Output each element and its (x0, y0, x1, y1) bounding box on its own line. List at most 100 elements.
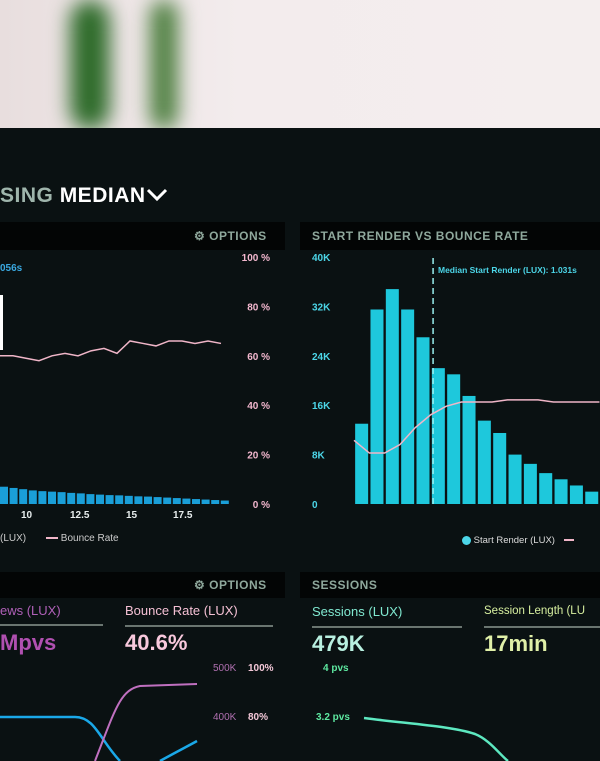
histogram-bar (447, 374, 461, 504)
bar (172, 498, 181, 504)
histogram-bar (462, 395, 476, 504)
sessions-header (300, 572, 600, 598)
histogram-bar (585, 491, 599, 504)
y-tick: 16K (312, 401, 331, 412)
legend-bounce-rate: Bounce Rate (46, 533, 119, 544)
bar (57, 492, 66, 504)
session-length-value: 17min (484, 631, 548, 656)
bottom-left-header (0, 572, 285, 598)
histogram-bar (401, 309, 415, 504)
plant-leaf (70, 0, 110, 130)
histogram-bar (385, 289, 399, 504)
bar (182, 498, 191, 504)
histogram-bar (523, 463, 537, 504)
histogram-bar (477, 420, 491, 504)
bar (76, 493, 85, 504)
bar (19, 489, 28, 504)
tooltip-box (0, 295, 3, 350)
sessions-value: 479K (312, 631, 365, 656)
histogram-bar (554, 479, 568, 504)
y-tick: 100% (248, 663, 274, 674)
y-tick: 40K (312, 253, 331, 264)
median-annotation: Median Start Render (LUX): 1.031s (438, 265, 577, 275)
x-tick: 17.5 (173, 510, 193, 521)
bounce-rate-line (0, 340, 222, 362)
bar (124, 495, 133, 504)
bar (144, 496, 152, 504)
pageviews-label: ews (LUX) (0, 603, 61, 618)
bar (163, 497, 172, 504)
legend-item: (LUX) (0, 533, 27, 544)
histogram-bar (355, 423, 369, 504)
bar (192, 499, 200, 504)
bar (86, 494, 95, 504)
x-tick: 15 (126, 510, 138, 521)
y-tick: 3.2 pvs (316, 712, 350, 723)
session-length-label: Session Length (LU (484, 605, 586, 617)
histogram-bar (569, 485, 583, 504)
bar (96, 494, 104, 504)
bar (48, 491, 56, 504)
bar (115, 495, 124, 504)
chevron-down-icon[interactable] (146, 188, 168, 202)
gear-icon: ⚙ (194, 229, 206, 243)
panel-title: START RENDER VS BOUNCE RATE (312, 229, 529, 243)
legend-start-render: Start Render (LUX) (462, 535, 574, 546)
histogram-bar (493, 432, 507, 504)
sessions-chart (363, 716, 509, 761)
pageviews-line-right (159, 739, 198, 761)
left-chart: 100 % 80 % 60 % 40 % 20 % 0 % (0, 253, 270, 510)
options-label: OPTIONS (209, 229, 267, 243)
bar (153, 497, 162, 504)
y-tick: 24K (312, 352, 331, 363)
bar (134, 496, 143, 504)
bar (0, 486, 8, 504)
bar (105, 495, 114, 504)
histogram-bar (539, 473, 553, 504)
background-wall (0, 0, 600, 132)
left-panel-header (0, 222, 285, 250)
bar (28, 490, 37, 504)
plant-leaf (150, 0, 178, 130)
histogram-bar (431, 368, 445, 504)
y-tick: 4 pvs (323, 663, 349, 674)
right-panel-header (300, 222, 600, 250)
y-tick: 20 % (247, 451, 270, 462)
sessions-label: Sessions (LUX) (312, 604, 403, 619)
y-tick: 80% (248, 712, 269, 723)
bar (38, 491, 47, 504)
y-tick: 80 % (247, 302, 270, 313)
x-tick: 12.5 (70, 510, 90, 521)
y-tick: 40 % (247, 401, 270, 412)
divider (484, 626, 600, 628)
divider (0, 624, 103, 626)
bottom-left-chart (0, 683, 198, 761)
y-tick: 32K (312, 302, 331, 313)
page-title[interactable]: SING MEDIAN (0, 184, 146, 207)
sessions-line (363, 716, 509, 761)
options-button[interactable]: ⚙ OPTIONS (194, 578, 267, 592)
options-label: OPTIONS (209, 578, 267, 592)
bar (9, 487, 18, 504)
bounce-rate-line (353, 399, 600, 454)
y-tick: 500K (213, 663, 237, 674)
histogram-bar (508, 454, 522, 504)
divider (125, 625, 273, 627)
bar (201, 499, 210, 504)
divider (312, 626, 462, 628)
x-tick: 10 (21, 510, 33, 521)
bounce-rate-line (94, 683, 198, 761)
y-tick: 0 (312, 500, 318, 510)
panel-title: SESSIONS (312, 578, 378, 592)
y-tick: 100 % (242, 253, 270, 264)
y-tick: 400K (213, 712, 237, 723)
bar (67, 492, 76, 504)
pageviews-line (0, 715, 121, 761)
bounce-rate-value: 40.6% (125, 630, 188, 655)
options-button[interactable]: ⚙ OPTIONS (194, 229, 267, 243)
median-label: 056s (0, 263, 23, 274)
start-render-chart: 40K32K24K16K8K00123 (312, 253, 600, 510)
y-tick: 8K (312, 451, 326, 462)
y-tick: 0 % (253, 500, 270, 510)
bar (220, 500, 229, 504)
